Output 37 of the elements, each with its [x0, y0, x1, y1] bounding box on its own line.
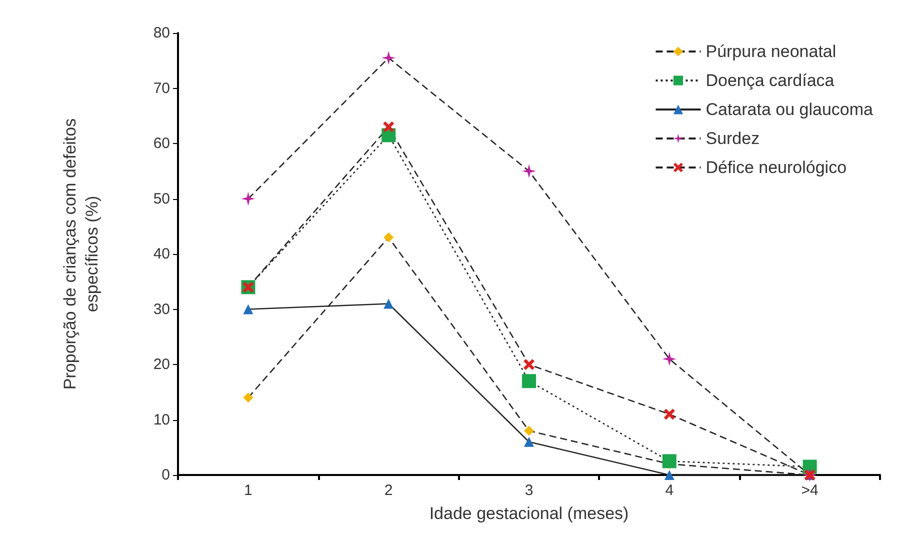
point	[662, 454, 676, 468]
y-axis-title: Proporção de crianças com defeitos específicos (%)	[60, 118, 102, 390]
x-axis-title: Idade gestacional (meses)	[429, 504, 629, 523]
legend-label: Surdez	[706, 129, 760, 148]
point	[662, 352, 676, 366]
point	[382, 50, 396, 65]
y-tick-label: 40	[153, 246, 170, 262]
point	[664, 470, 674, 480]
point	[524, 359, 534, 370]
x-tick-label: 1	[244, 482, 252, 499]
x-tick-label: 2	[384, 482, 393, 499]
legend-label: Doença cardíaca	[706, 71, 835, 90]
x-tick-label: 4	[665, 482, 674, 499]
y-tick-label: 10	[153, 411, 170, 428]
legend-label: Défice neurológico	[706, 158, 847, 177]
legend-label: Púrpura neonatal	[706, 42, 836, 61]
point	[384, 298, 394, 309]
y-tick-label: 30	[153, 300, 170, 318]
point	[524, 426, 534, 436]
point	[524, 436, 534, 447]
point	[522, 374, 536, 388]
x-tick-label: 3	[524, 482, 534, 499]
y-tick-label: 0	[162, 466, 170, 484]
point	[664, 408, 675, 420]
y-tick-label: 80	[153, 24, 170, 42]
point	[383, 121, 394, 132]
point	[243, 392, 254, 403]
legend-label: Catarata ou glaucoma	[706, 100, 874, 119]
y-tick-label: 50	[153, 190, 170, 208]
y-tick-label: 20	[153, 356, 170, 373]
y-tick-label: 60	[153, 135, 170, 152]
x-tick-label: >4	[801, 482, 818, 499]
y-tick-label: 70	[153, 80, 170, 97]
point	[522, 164, 536, 178]
point	[241, 192, 256, 206]
point	[243, 304, 254, 314]
point	[384, 232, 394, 242]
